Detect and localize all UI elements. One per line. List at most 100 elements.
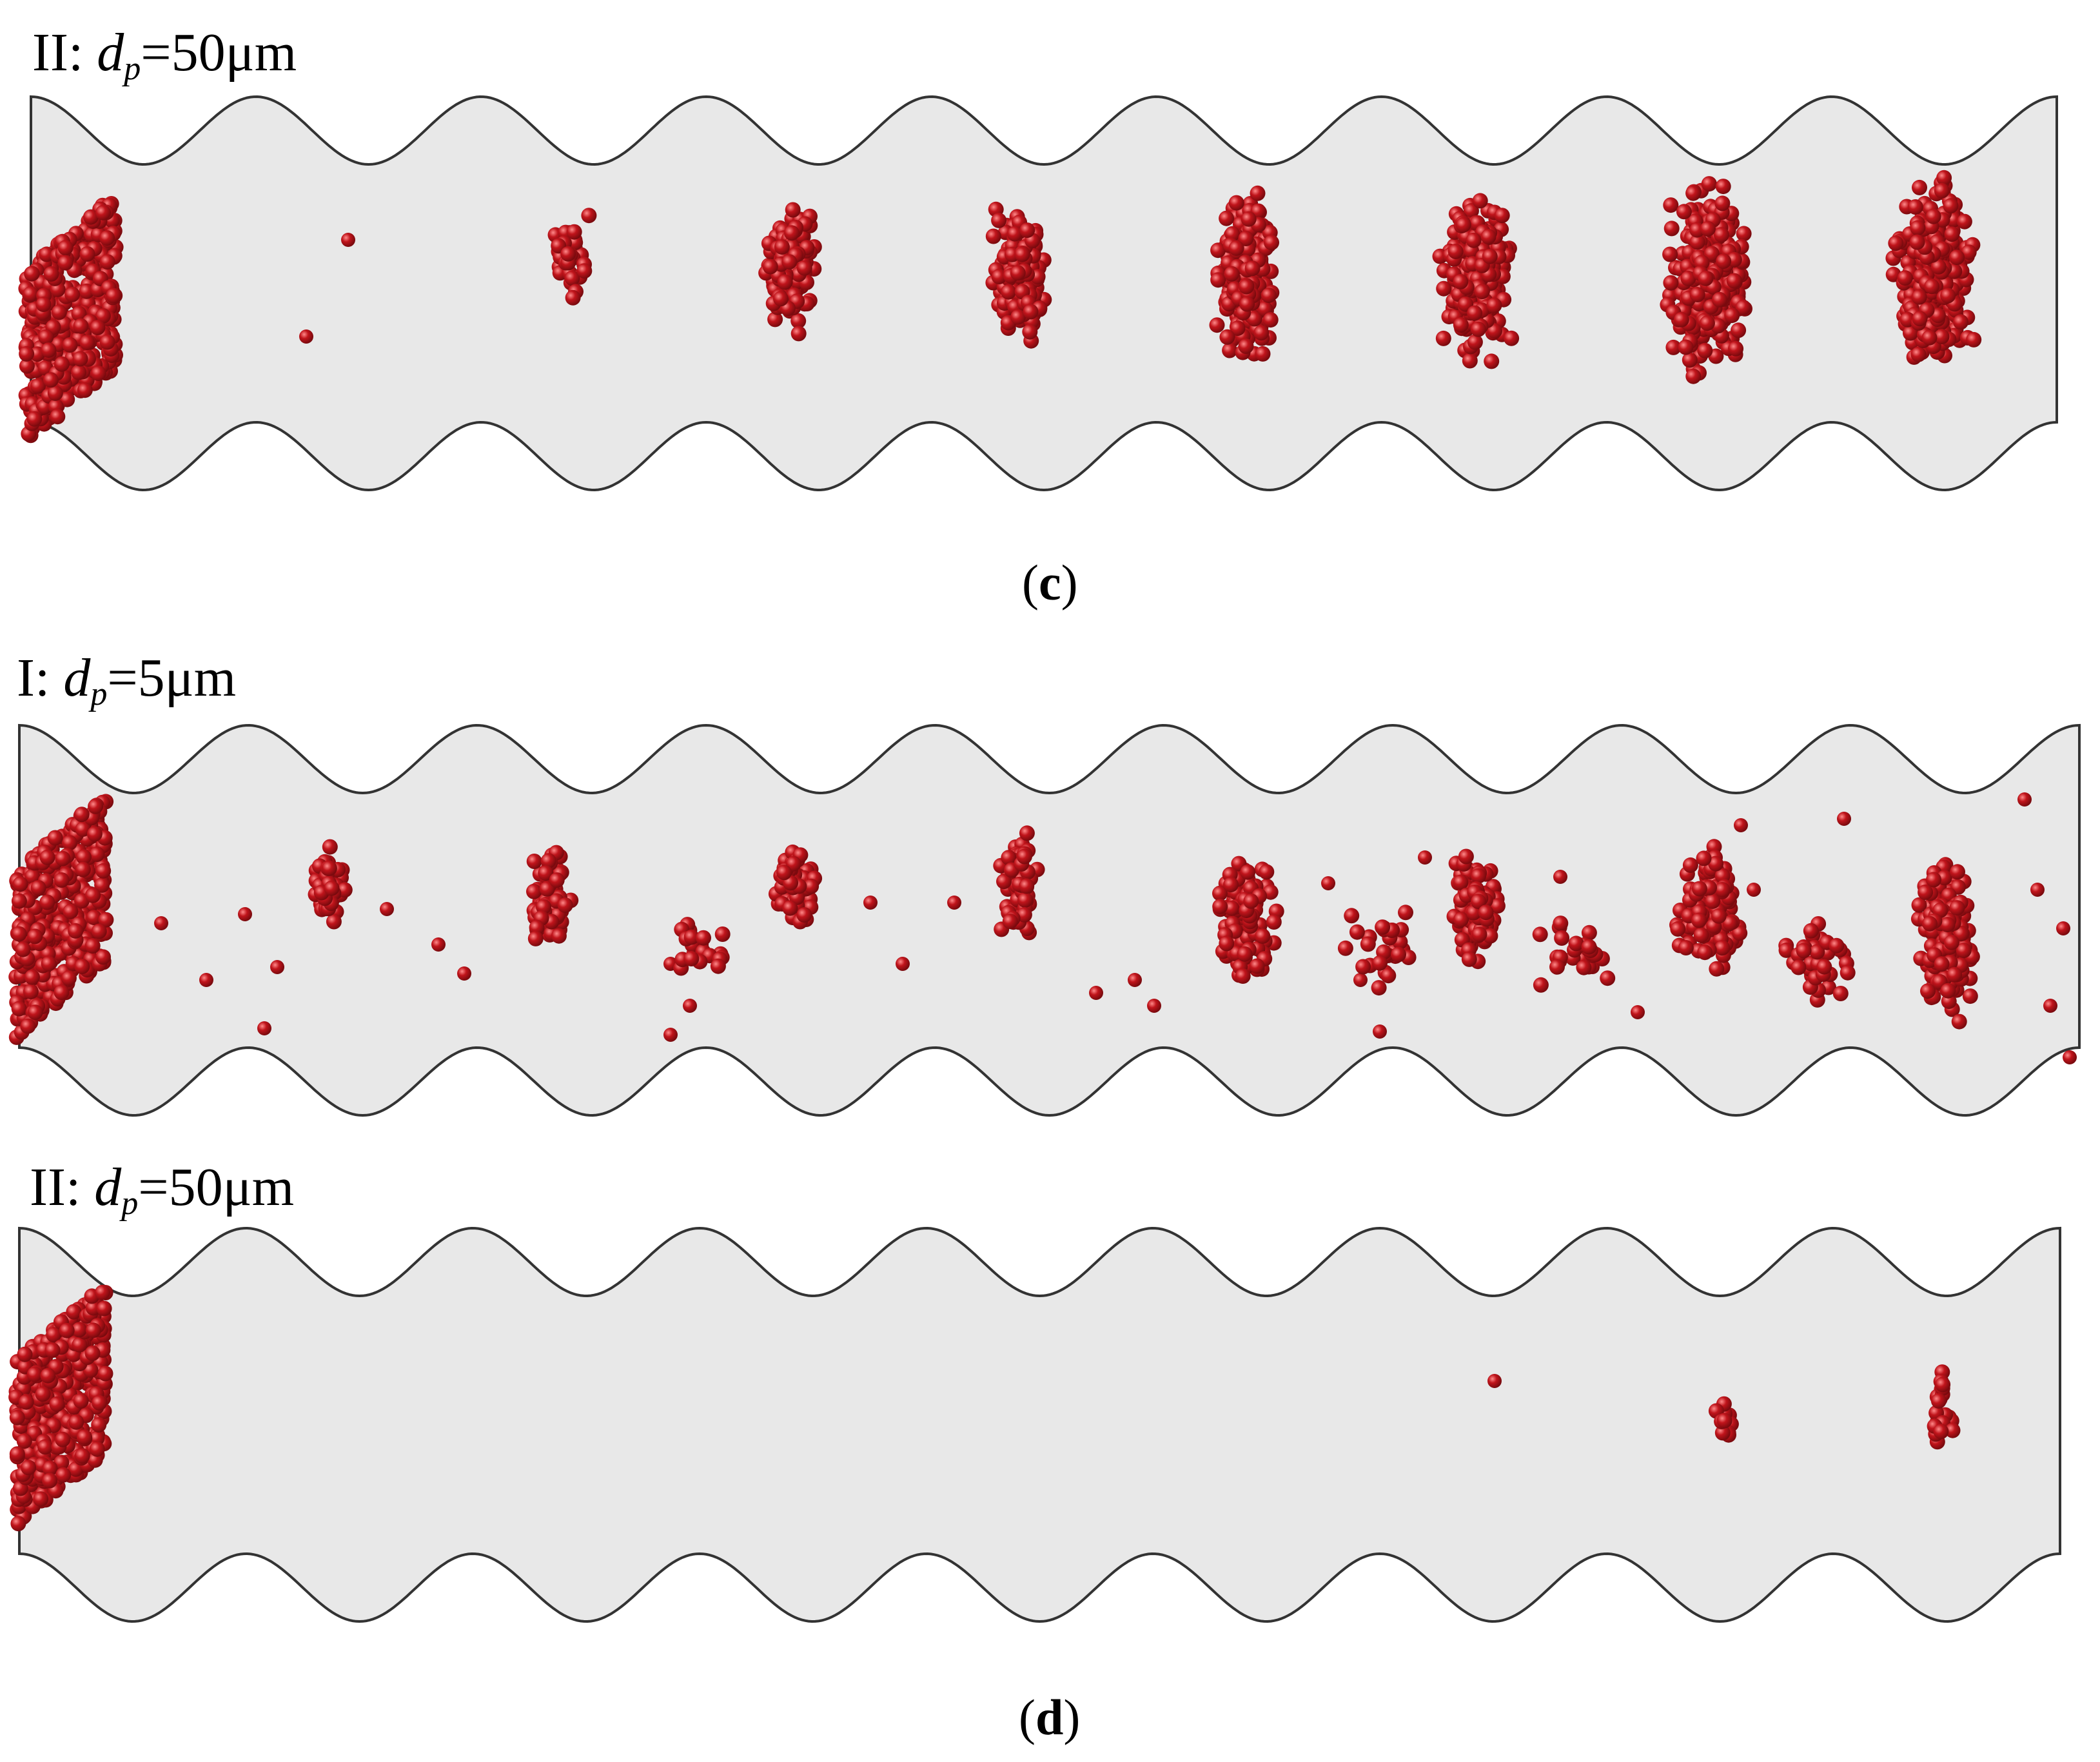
particle <box>1600 970 1616 986</box>
particle <box>1244 260 1261 277</box>
inlet-particle <box>55 1467 72 1483</box>
inlet-particle <box>75 849 92 865</box>
particle <box>2056 921 2070 935</box>
particle <box>1728 340 1744 357</box>
particle <box>1837 812 1851 826</box>
inlet-particle <box>79 246 95 262</box>
particle <box>863 896 878 910</box>
particle <box>322 839 338 855</box>
particle <box>1568 935 1584 952</box>
particle <box>1212 885 1228 901</box>
particle <box>1209 317 1225 333</box>
inlet-particle <box>75 821 91 837</box>
inlet-particle <box>86 910 102 926</box>
inlet-particle <box>99 230 115 246</box>
inlet-particle <box>24 266 40 282</box>
particle <box>781 254 798 270</box>
particle <box>1486 297 1502 313</box>
inlet-particle <box>98 912 114 928</box>
particle <box>1663 220 1680 237</box>
particle <box>1816 959 1832 975</box>
inlet-particle <box>92 1395 108 1411</box>
particle <box>1912 179 1927 195</box>
particle <box>299 329 313 344</box>
particle <box>551 928 567 944</box>
particle <box>1697 945 1713 961</box>
particle <box>1926 872 1941 888</box>
inlet-particle <box>39 894 55 910</box>
caption-letter: c <box>1038 554 1061 611</box>
particle <box>803 878 819 894</box>
inlet-particle <box>55 1431 71 1447</box>
channel-d-top-wall <box>18 723 2081 1117</box>
particle <box>1897 270 1913 286</box>
particle <box>1716 1413 1732 1429</box>
inlet-particle <box>72 351 88 367</box>
inlet-particle <box>49 1396 65 1412</box>
particle <box>1237 946 1253 962</box>
inlet-particle <box>74 959 90 974</box>
inlet-particle <box>68 923 84 939</box>
particle <box>1255 346 1271 362</box>
inlet-particle <box>74 1448 90 1464</box>
particle <box>1470 321 1486 337</box>
diameter-subscript: p <box>124 50 141 87</box>
particle <box>1246 311 1262 327</box>
particle <box>560 246 576 262</box>
inlet-particle <box>19 358 35 374</box>
particle <box>1922 915 1938 932</box>
inlet-particle <box>74 807 90 823</box>
particle <box>1266 914 1282 930</box>
particle <box>538 865 554 881</box>
inlet-particle <box>33 1491 49 1507</box>
particle <box>1224 266 1240 282</box>
inlet-particle <box>72 1336 88 1353</box>
particle <box>1698 270 1714 286</box>
particle <box>526 883 542 899</box>
particle <box>1228 195 1244 211</box>
inlet-particle <box>51 304 67 320</box>
inlet-particle <box>75 861 91 877</box>
particle <box>1023 304 1039 320</box>
particle <box>777 274 793 290</box>
inlet-particle <box>71 364 87 380</box>
particle <box>581 208 597 224</box>
particle <box>1796 943 1812 959</box>
particle <box>1532 926 1548 943</box>
inlet-particle <box>37 1439 53 1455</box>
inlet-particle <box>90 366 106 381</box>
particle <box>1778 942 1794 958</box>
particle <box>1219 935 1235 952</box>
particle <box>1467 305 1483 321</box>
inlet-particle <box>73 318 89 334</box>
particle <box>1708 856 1724 872</box>
particle <box>1372 955 1388 971</box>
inlet-particle <box>23 984 39 1000</box>
particle <box>1453 874 1469 890</box>
particle <box>1264 235 1279 251</box>
particle <box>1210 242 1226 259</box>
particle <box>1235 968 1251 984</box>
inlet-particle <box>27 928 43 945</box>
particle <box>1436 280 1452 297</box>
particle <box>1678 940 1694 955</box>
particle <box>1699 315 1715 331</box>
particle <box>1240 864 1256 880</box>
particle <box>1553 870 1567 884</box>
particle <box>1714 1425 1731 1441</box>
particle <box>1455 217 1471 233</box>
particle <box>1554 930 1570 946</box>
particle <box>1344 908 1360 924</box>
particle <box>1484 353 1500 369</box>
inlet-particle <box>15 941 31 957</box>
particle <box>1791 959 1807 975</box>
particle <box>1921 329 1938 346</box>
particle <box>321 860 337 876</box>
inlet-particle <box>95 863 112 879</box>
inlet-particle <box>11 926 27 942</box>
diameter-value: =50μm <box>138 1157 295 1217</box>
particle <box>785 202 801 218</box>
particle <box>1950 864 1965 880</box>
inlet-particle <box>47 385 63 401</box>
